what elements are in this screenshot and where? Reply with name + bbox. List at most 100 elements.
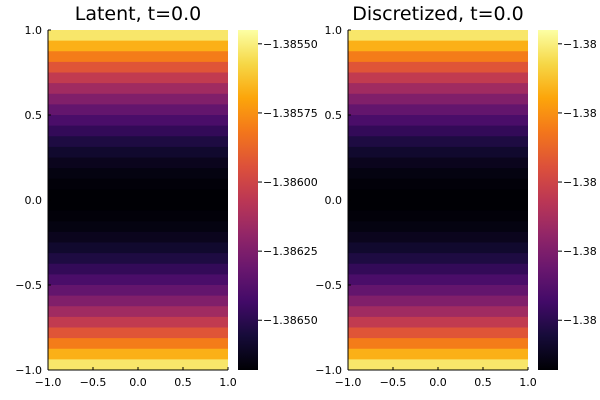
heatmap-row <box>48 146 228 159</box>
heatmap-cells <box>48 30 228 371</box>
heatmap-row <box>348 327 528 339</box>
heatmap-row <box>348 210 528 222</box>
colorbar <box>538 30 558 370</box>
chart-title: Discretized, t=0.0 <box>352 3 523 25</box>
heatmap-row <box>48 316 228 329</box>
heatmap-row <box>348 231 528 244</box>
heatmap-row <box>348 83 528 95</box>
heatmap-row <box>348 51 528 63</box>
heatmap-panel-1: Latent, t=0.0 −1.0 −0.5 0.0 0.5 1.0 −1.0 −0.5 0.… <box>15 3 317 389</box>
y-tick-label: 0.0 <box>325 194 343 207</box>
heatmap-row <box>48 221 228 233</box>
y-tick-label: 1.0 <box>325 24 343 37</box>
heatmap-row <box>348 338 528 350</box>
heatmap-row <box>48 136 228 148</box>
x-tick-label: 0.5 <box>474 376 492 389</box>
heatmap-row <box>348 61 528 74</box>
heatmap-row <box>348 136 528 148</box>
heatmap-row <box>348 168 528 180</box>
x-tick-label: 0.0 <box>129 376 147 389</box>
heatmap-row <box>48 83 228 95</box>
heatmap-row <box>348 30 528 42</box>
heatmap-row <box>348 93 528 105</box>
heatmap-row <box>348 306 528 318</box>
y-tick-label: −0.5 <box>15 279 42 292</box>
colorbar-tick-label: −1.38650 <box>263 314 318 327</box>
x-tick-label: −0.5 <box>380 376 407 389</box>
heatmap-row <box>348 157 528 169</box>
heatmap-row <box>48 327 228 339</box>
heatmap-row <box>48 338 228 350</box>
colorbar-tick-label: −1.38 <box>563 176 597 189</box>
heatmap-row <box>348 285 528 297</box>
heatmap-row <box>48 51 228 63</box>
heatmap-cells <box>348 30 528 371</box>
heatmap-row <box>348 242 528 254</box>
heatmap-row <box>348 115 528 127</box>
heatmap-row <box>48 168 228 180</box>
colorbar-tick-label: −1.38 <box>563 314 597 327</box>
heatmap-row <box>348 316 528 329</box>
heatmap-row <box>348 104 528 116</box>
heatmap-row <box>348 40 528 52</box>
x-tick-label: −0.5 <box>80 376 107 389</box>
heatmap-row <box>348 178 528 190</box>
heatmap-row <box>48 285 228 297</box>
x-tick-label: −1.0 <box>35 376 62 389</box>
heatmap-row <box>48 93 228 105</box>
heatmap-row <box>48 348 228 360</box>
heatmap-row <box>48 125 228 137</box>
x-tick-label: 1.0 <box>519 376 537 389</box>
x-tick-label: −1.0 <box>335 376 362 389</box>
heatmap-row <box>48 72 228 84</box>
heatmap-row <box>48 359 228 371</box>
heatmap-row <box>48 242 228 254</box>
colorbar-tick-label: −1.38 <box>563 38 597 51</box>
heatmap-row <box>348 146 528 159</box>
heatmap-row <box>348 253 528 265</box>
heatmap-row <box>348 359 528 371</box>
heatmap-row <box>348 200 528 212</box>
heatmap-row <box>48 210 228 222</box>
heatmap-row <box>48 189 228 201</box>
y-tick-label: −1.0 <box>15 364 42 377</box>
heatmap-row <box>348 125 528 137</box>
y-tick-label: 0.5 <box>325 109 343 122</box>
heatmap-row <box>48 253 228 265</box>
colorbar-tick-label: −1.38625 <box>263 245 318 258</box>
y-tick-label: −0.5 <box>315 279 342 292</box>
x-tick-label: 0.5 <box>174 376 192 389</box>
heatmap-row <box>48 104 228 116</box>
heatmap-row <box>48 200 228 212</box>
colorbar-tick-label: −1.38 <box>563 245 597 258</box>
heatmap-row <box>348 189 528 201</box>
heatmap-row <box>48 40 228 52</box>
heatmap-row <box>48 115 228 127</box>
heatmap-row <box>48 30 228 42</box>
heatmap-row <box>348 295 528 307</box>
colorbar-tick-label: −1.38550 <box>263 38 318 51</box>
heatmap-row <box>48 306 228 318</box>
heatmap-panel-2: Discretized, t=0.0 −1.0 −0.5 0.0 0.5 1.0 −1.0 −… <box>315 3 596 389</box>
chart-title: Latent, t=0.0 <box>75 3 202 25</box>
y-tick-label: 0.0 <box>25 194 43 207</box>
heatmap-row <box>348 72 528 84</box>
heatmap-row <box>48 231 228 244</box>
heatmap-row <box>48 178 228 190</box>
colorbar-tick-label: −1.38575 <box>263 107 318 120</box>
x-tick-label: 1.0 <box>219 376 237 389</box>
heatmap-row <box>348 348 528 360</box>
heatmap-row <box>48 263 228 275</box>
colorbar-tick-label: −1.38 <box>563 107 597 120</box>
heatmap-row <box>48 295 228 307</box>
heatmap-row <box>348 221 528 233</box>
y-tick-label: 1.0 <box>25 24 43 37</box>
y-tick-label: −1.0 <box>315 364 342 377</box>
heatmap-row <box>48 274 228 286</box>
x-tick-label: 0.0 <box>429 376 447 389</box>
heatmap-row <box>48 157 228 169</box>
heatmap-row <box>348 263 528 275</box>
heatmap-row <box>48 61 228 74</box>
y-tick-label: 0.5 <box>25 109 43 122</box>
